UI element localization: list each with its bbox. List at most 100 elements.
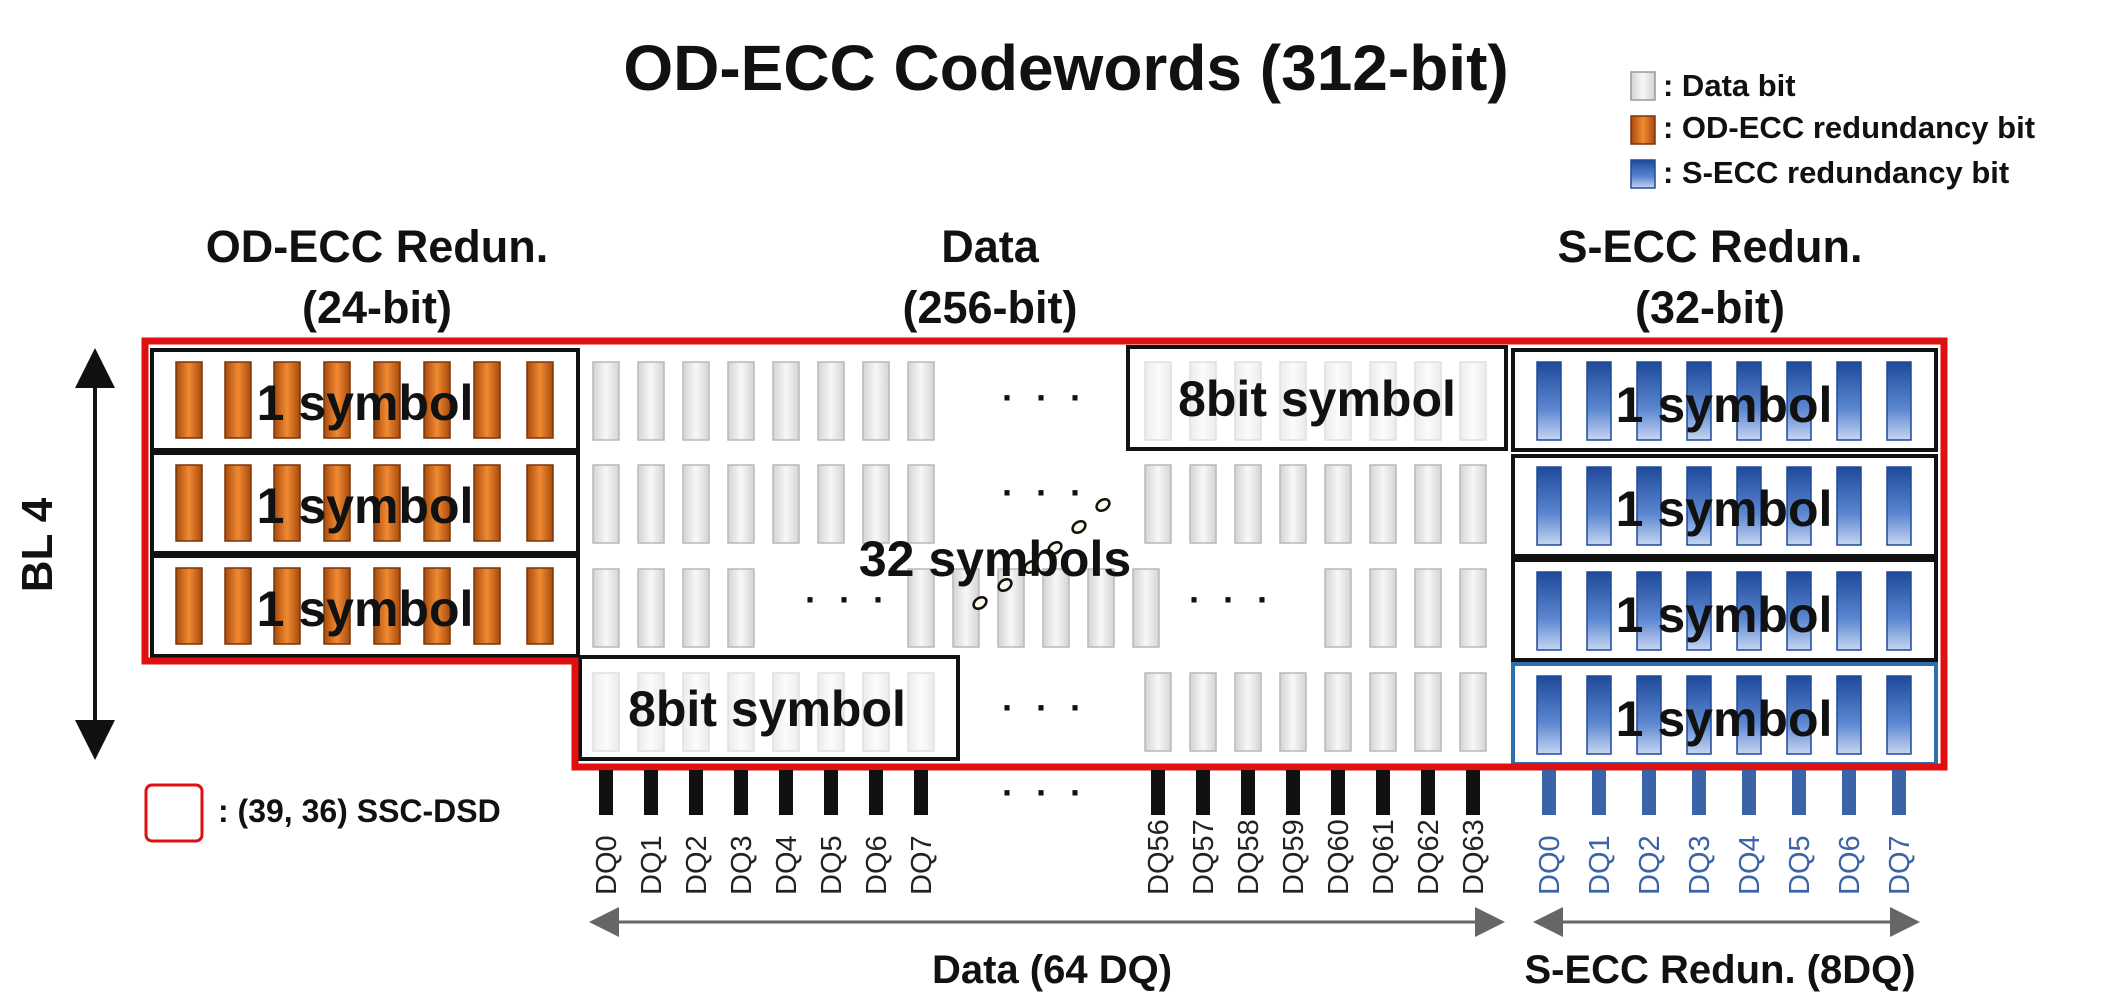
data-bit-cell bbox=[817, 361, 845, 441]
data-bit-cell bbox=[907, 568, 935, 648]
s-ecc-bit-cell bbox=[1536, 361, 1562, 441]
data-bit-cell bbox=[1414, 568, 1442, 648]
data-bit-cell bbox=[1234, 464, 1262, 544]
data-bit-cell bbox=[1042, 568, 1070, 648]
s-ecc-bit-cell bbox=[1886, 675, 1912, 755]
data-bit-cell bbox=[907, 361, 935, 441]
od-ecc-bit-cell bbox=[423, 567, 451, 645]
dq-label: DQ56 bbox=[1143, 819, 1175, 895]
od-ecc-bits-grid bbox=[175, 361, 554, 645]
s-ecc-symbol-label: 1 symbol bbox=[1616, 481, 1833, 537]
data-bit-cell bbox=[637, 568, 665, 648]
od-ecc-bit-cell bbox=[224, 464, 252, 542]
s-ecc-dq-label: DQ0 bbox=[1534, 835, 1566, 895]
s-ecc-bit-cell bbox=[1786, 571, 1812, 651]
s-ecc-bit-cell bbox=[1786, 675, 1812, 755]
s-ecc-bit-cell bbox=[1686, 466, 1712, 546]
data-8bit-symbol-label-top: 8bit symbol bbox=[1178, 371, 1456, 427]
s-ecc-bit-cell bbox=[1886, 361, 1912, 441]
od-ecc-bit-cell bbox=[175, 361, 203, 439]
s-ecc-dq-pin bbox=[1842, 770, 1856, 815]
data-axis-label: Data (64 DQ) bbox=[932, 948, 1172, 992]
dq-pins bbox=[599, 770, 1906, 815]
legend: : Data bit : OD-ECC redundancy bit : S-E… bbox=[1630, 68, 2035, 190]
s-ecc-bit-cell bbox=[1686, 361, 1712, 441]
data-bit-cell bbox=[1414, 672, 1442, 752]
data-bit-cell bbox=[862, 361, 890, 441]
data-8bit-symbol-label-bottom: 8bit symbol bbox=[628, 681, 906, 737]
data-bit-cell bbox=[1459, 672, 1487, 752]
s-ecc-bit-cell bbox=[1536, 466, 1562, 546]
data-bit-cell bbox=[637, 361, 665, 441]
od-ecc-symbol-label: 1 symbol bbox=[257, 478, 474, 534]
data-bit-cell bbox=[1459, 568, 1487, 648]
dq-ellipsis: · · · bbox=[1002, 772, 1088, 813]
s-ecc-heading: S-ECC Redun. bbox=[1557, 221, 1862, 272]
data-bit-cell bbox=[1132, 568, 1160, 648]
od-ecc-bit-cell bbox=[373, 464, 401, 542]
dq-pin bbox=[734, 770, 748, 815]
data-bit-cell bbox=[682, 361, 710, 441]
dq-label: DQ3 bbox=[726, 835, 758, 895]
data-bit-cell bbox=[682, 464, 710, 544]
data-bit-cell bbox=[592, 361, 620, 441]
data-bit-cell bbox=[637, 464, 665, 544]
od-ecc-bit-cell bbox=[473, 464, 501, 542]
data-bit-cell bbox=[1414, 464, 1442, 544]
s-ecc-symbol-label: 1 symbol bbox=[1616, 377, 1833, 433]
dq-pin bbox=[824, 770, 838, 815]
dq-label: DQ63 bbox=[1458, 819, 1490, 895]
legend-od-ecc-bit-label: : OD-ECC redundancy bit bbox=[1663, 110, 2035, 145]
s-ecc-bit-cell bbox=[1886, 571, 1912, 651]
dq-pin bbox=[869, 770, 883, 815]
data-bit-swatch-icon bbox=[1630, 71, 1656, 101]
od-ecc-bit-cell bbox=[473, 361, 501, 439]
burst-length-label: BL 4 bbox=[13, 497, 62, 592]
dq-label: DQ4 bbox=[771, 835, 803, 895]
s-ecc-symbol-label: 1 symbol bbox=[1616, 587, 1833, 643]
dq-pin bbox=[1466, 770, 1480, 815]
data-bit-cell bbox=[1087, 568, 1115, 648]
od-ecc-symbol-box bbox=[150, 348, 580, 452]
data-bit-cell bbox=[1144, 672, 1172, 752]
data-bit-cell bbox=[1369, 568, 1397, 648]
s-ecc-bit-cell bbox=[1686, 571, 1712, 651]
s-ecc-bit-cell bbox=[1636, 466, 1662, 546]
od-ecc-bit-cell bbox=[224, 361, 252, 439]
s-ecc-bit-cell bbox=[1836, 361, 1862, 441]
s-ecc-bit-cell bbox=[1736, 466, 1762, 546]
dq-pin bbox=[689, 770, 703, 815]
s-ecc-bit-cell bbox=[1586, 675, 1612, 755]
data-ellipsis: · · · bbox=[1002, 687, 1088, 728]
s-ecc-dq-pin bbox=[1892, 770, 1906, 815]
od-ecc-symbol-label: 1 symbol bbox=[257, 375, 474, 431]
data-bit-cell bbox=[682, 568, 710, 648]
dq-label: DQ0 bbox=[591, 835, 623, 895]
od-ecc-bit-cell bbox=[323, 567, 351, 645]
data-ellipsis: · · · bbox=[1189, 579, 1275, 620]
s-ecc-bit-cell bbox=[1586, 466, 1612, 546]
data-bit-cell bbox=[1279, 672, 1307, 752]
od-ecc-bit-cell bbox=[526, 464, 554, 542]
s-ecc-dq-pin bbox=[1542, 770, 1556, 815]
dq-pin bbox=[779, 770, 793, 815]
s-ecc-bit-cell bbox=[1736, 361, 1762, 441]
s-ecc-bit-cell bbox=[1786, 361, 1812, 441]
od-ecc-bit-swatch-icon bbox=[1630, 115, 1656, 145]
dq-pin bbox=[599, 770, 613, 815]
dq-label: DQ5 bbox=[816, 835, 848, 895]
od-ecc-bit-cell bbox=[423, 361, 451, 439]
od-ecc-bit-cell bbox=[323, 361, 351, 439]
data-bit-cell bbox=[772, 361, 800, 441]
data-bit-cell bbox=[1369, 672, 1397, 752]
dq-pin bbox=[1196, 770, 1210, 815]
od-ecc-bit-cell bbox=[423, 464, 451, 542]
s-ecc-bit-cell bbox=[1636, 361, 1662, 441]
diagram-title: OD-ECC Codewords (312-bit) bbox=[623, 32, 1508, 104]
s-ecc-symbol-label: 1 symbol bbox=[1616, 691, 1833, 747]
od-ecc-bit-cell bbox=[526, 361, 554, 439]
data-ellipsis: · · · bbox=[1002, 472, 1088, 513]
s-ecc-bit-swatch-icon bbox=[1630, 159, 1656, 189]
s-ecc-dq-pin bbox=[1592, 770, 1606, 815]
